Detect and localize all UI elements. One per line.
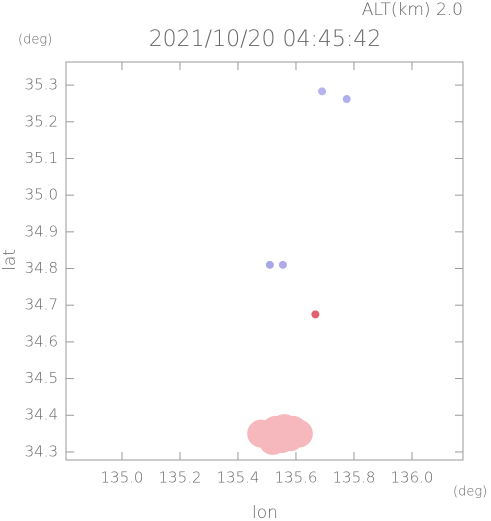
x-tick-label: 135.2 [158, 469, 201, 487]
y-tick-label: 35.0 [25, 186, 58, 204]
radar-echo [247, 419, 276, 448]
radar-echo [284, 419, 313, 448]
y-tick-label: 35.2 [25, 112, 58, 130]
y-tick-label: 34.9 [25, 222, 58, 240]
radar-echo [342, 95, 351, 104]
x-tick-label: 135.4 [216, 469, 259, 487]
y-axis-label: lat [0, 249, 20, 271]
x-axis-label: lon [252, 503, 278, 521]
y-tick-label: 34.4 [25, 406, 58, 424]
y-tick-label: 34.7 [25, 296, 58, 314]
x-tick-label: 135.6 [274, 469, 317, 487]
y-unit: (deg) [18, 33, 52, 48]
x-tick-label: 135.8 [332, 469, 375, 487]
radar-echo [278, 260, 287, 269]
y-tick-label: 35.1 [25, 149, 58, 167]
y-tick-label: 34.8 [25, 259, 58, 277]
radar-echo [318, 87, 327, 96]
x-unit: (deg) [453, 485, 487, 500]
y-tick-label: 34.5 [25, 369, 58, 387]
y-tick-label: 35.3 [25, 76, 58, 94]
y-tick-label: 34.3 [25, 442, 58, 460]
x-tick-label: 136.0 [390, 469, 433, 487]
plot-frame [65, 61, 464, 461]
radar-echo [311, 310, 320, 319]
altitude-label: ALT(km) 2.0 [362, 0, 463, 20]
radar-echo [265, 260, 274, 269]
chart-title: 2021/10/20 04:45:42 [149, 27, 382, 52]
x-tick-label: 135.0 [100, 469, 143, 487]
y-tick-label: 34.6 [25, 332, 58, 350]
